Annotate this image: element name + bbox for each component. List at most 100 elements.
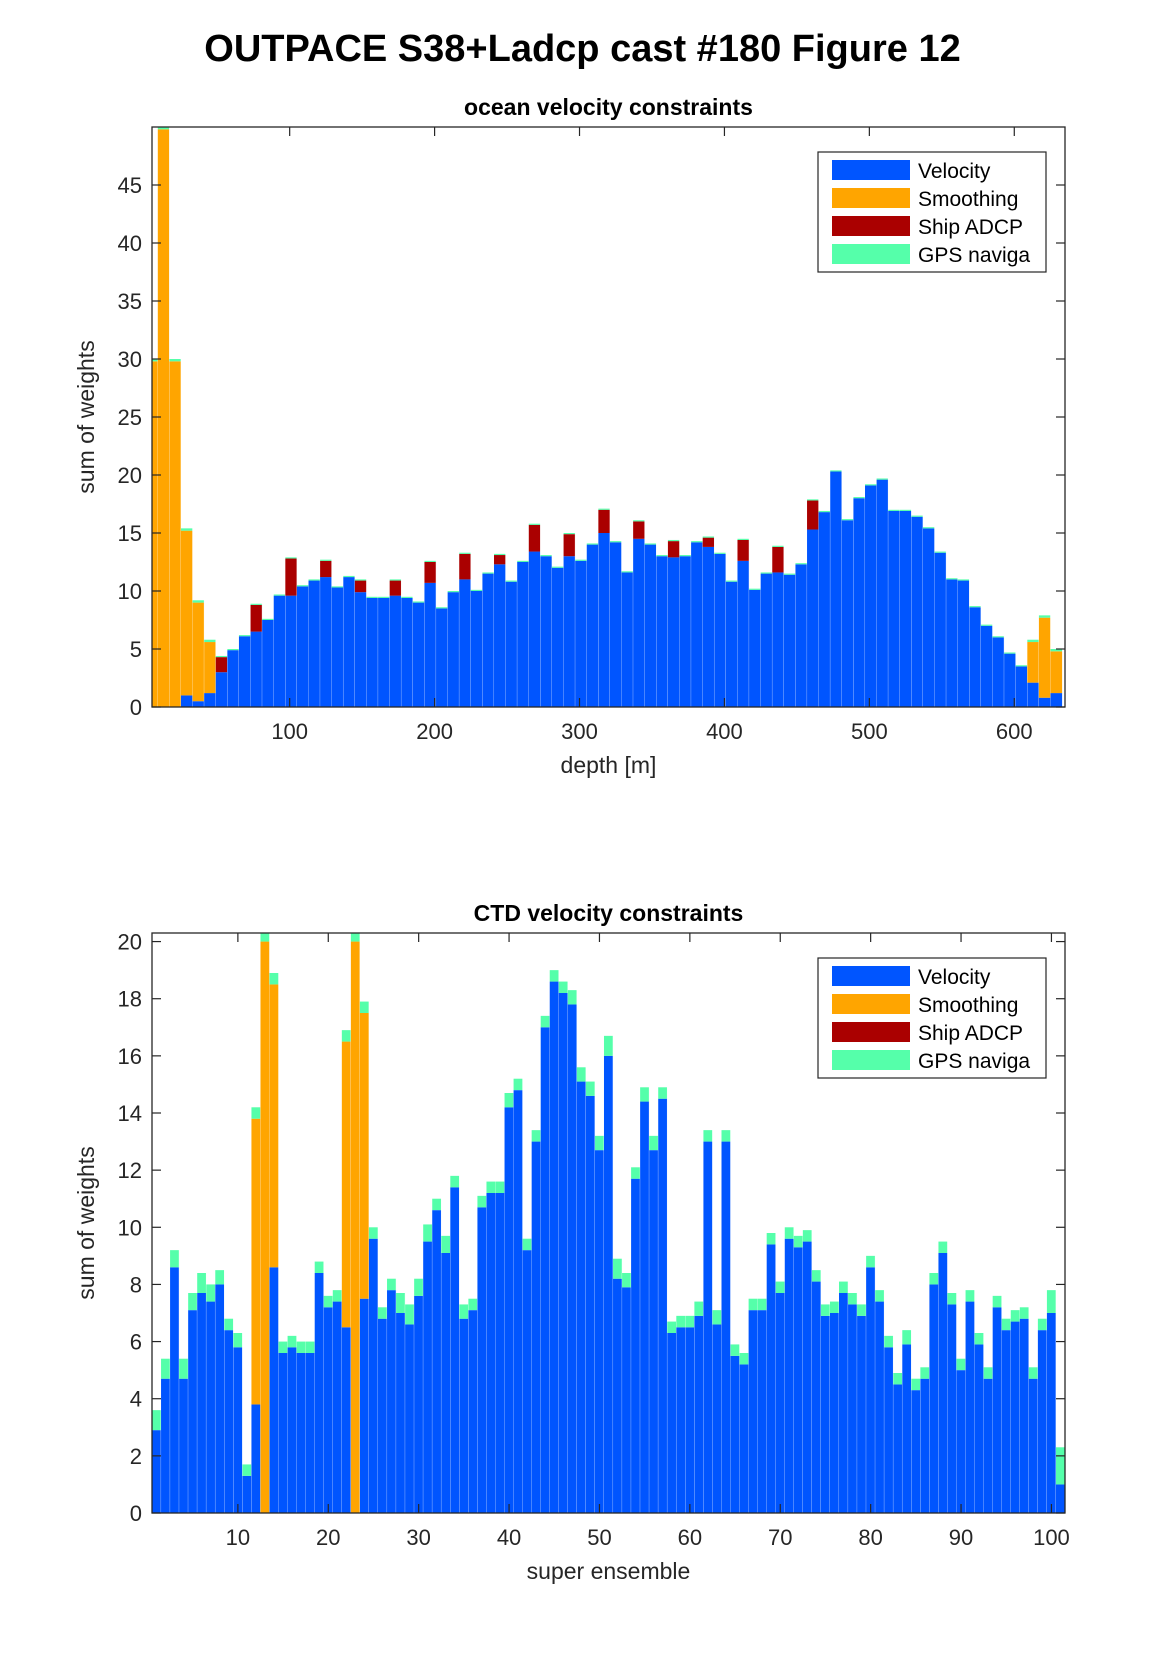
bars bbox=[152, 933, 1065, 1513]
bar-gps-naviga-437 bbox=[772, 545, 784, 547]
bar-gps-naviga-55 bbox=[640, 1087, 650, 1102]
bar-velocity-100 bbox=[1046, 1313, 1056, 1513]
bar-gps-naviga-581 bbox=[980, 624, 993, 626]
y-tick-label: 4 bbox=[130, 1387, 142, 1412]
bar-velocity-76 bbox=[829, 1313, 840, 1513]
bar-gps-naviga-82 bbox=[884, 1335, 894, 1348]
bar-velocity-34 bbox=[450, 1187, 460, 1513]
bar-velocity-51 bbox=[603, 1055, 614, 1513]
bar-gps-naviga-58 bbox=[667, 1321, 677, 1333]
bar-velocity-461 bbox=[807, 529, 819, 707]
chart-title: CTD velocity constraints bbox=[474, 900, 744, 926]
y-tick-label: 15 bbox=[118, 521, 142, 546]
bar-smoothing-629 bbox=[1050, 651, 1063, 694]
bar-gps-naviga-44 bbox=[540, 1015, 550, 1028]
bar-velocity-8 bbox=[215, 1284, 225, 1513]
bar-velocity-589 bbox=[992, 637, 1005, 707]
bar-velocity-533 bbox=[911, 516, 923, 707]
bar-gps-naviga-117 bbox=[308, 579, 321, 581]
bar-gps-naviga-77 bbox=[839, 1281, 849, 1293]
bar-gps-naviga-94 bbox=[992, 1295, 1002, 1308]
bar-gps-naviga-477 bbox=[830, 470, 842, 472]
bar-velocity-277 bbox=[540, 556, 552, 707]
bar-ship-adcp-341 bbox=[633, 521, 645, 539]
bar-velocity-74 bbox=[811, 1281, 821, 1513]
bar-velocity-84 bbox=[902, 1344, 912, 1513]
bar-gps-naviga-101 bbox=[285, 557, 297, 559]
bar-gps-naviga-157 bbox=[366, 596, 379, 598]
bar-gps-naviga-91 bbox=[965, 1290, 975, 1302]
bar-gps-naviga-1 bbox=[152, 1410, 162, 1431]
x-tick-label: 600 bbox=[996, 719, 1033, 744]
bar-gps-naviga-213 bbox=[447, 591, 460, 593]
bar-gps-naviga-565 bbox=[957, 579, 970, 581]
bar-velocity-621 bbox=[1038, 697, 1051, 707]
bar-gps-naviga-261 bbox=[517, 560, 529, 562]
bar-velocity-49 bbox=[585, 1095, 595, 1513]
bar-velocity-509 bbox=[876, 479, 889, 707]
bar-velocity-125 bbox=[320, 577, 332, 707]
bar-gps-naviga-40 bbox=[504, 1093, 514, 1108]
bar-velocity-389 bbox=[702, 546, 715, 707]
bar-gps-naviga-189 bbox=[412, 601, 425, 603]
bar-gps-naviga-85 bbox=[911, 1378, 921, 1391]
ctd-velocity-chart-svg: CTD velocity constraints 0 2 4 6 8 10 12 14 16 18 2… bbox=[73, 893, 1070, 1584]
bar-smoothing-29 bbox=[180, 530, 193, 696]
bar-velocity-62 bbox=[703, 1141, 713, 1513]
bar-velocity-94 bbox=[992, 1307, 1002, 1513]
bar-gps-naviga-3 bbox=[170, 1250, 180, 1268]
bar-gps-naviga-29 bbox=[405, 1304, 415, 1325]
bar-velocity-30 bbox=[414, 1295, 424, 1513]
bar-velocity-87 bbox=[929, 1284, 939, 1513]
bar-gps-naviga-221 bbox=[459, 552, 471, 554]
bar-smoothing-14 bbox=[269, 984, 279, 1268]
legend-swatch-ship-adcp bbox=[832, 216, 910, 236]
bar-gps-naviga-309 bbox=[586, 543, 599, 545]
bar-gps-naviga-357 bbox=[656, 555, 668, 557]
bar-velocity-78 bbox=[848, 1304, 858, 1513]
clip-mask bbox=[151, 893, 1066, 932]
bar-gps-naviga-605 bbox=[1015, 665, 1028, 667]
bar-velocity-18 bbox=[305, 1353, 315, 1513]
bar-gps-naviga-41 bbox=[513, 1078, 523, 1091]
bar-velocity-54 bbox=[631, 1178, 641, 1513]
bar-velocity-69 bbox=[766, 1244, 776, 1513]
bar-velocity-29 bbox=[405, 1324, 415, 1513]
bar-smoothing-613 bbox=[1027, 642, 1039, 683]
bar-velocity-88 bbox=[938, 1253, 948, 1513]
y-tick-label: 8 bbox=[130, 1272, 142, 1297]
bar-gps-naviga-48 bbox=[576, 1067, 586, 1082]
bar-velocity-6 bbox=[197, 1293, 207, 1513]
bar-gps-naviga-19 bbox=[314, 1261, 324, 1273]
bar-ship-adcp-173 bbox=[389, 580, 402, 596]
bar-gps-naviga-69 bbox=[238, 635, 251, 637]
x-tick-label: 400 bbox=[706, 719, 743, 744]
bar-gps-naviga-20 bbox=[323, 1295, 333, 1308]
bar-velocity-44 bbox=[540, 1027, 550, 1513]
bar-gps-naviga-18 bbox=[305, 1341, 315, 1353]
y-tick-label: 12 bbox=[118, 1158, 142, 1183]
bar-gps-naviga-109 bbox=[296, 585, 309, 587]
bar-velocity-77 bbox=[250, 631, 263, 707]
ocean-velocity-chart: ocean velocity constraints 0 5 10 15 20 25 30 35… bbox=[0, 82, 1165, 802]
bar-gps-naviga-56 bbox=[649, 1135, 659, 1151]
bar-velocity-60 bbox=[685, 1327, 695, 1513]
bar-gps-naviga-485 bbox=[841, 519, 854, 521]
bar-gps-naviga-88 bbox=[938, 1241, 948, 1253]
bar-gps-naviga-277 bbox=[540, 555, 552, 557]
bar-velocity-413 bbox=[737, 560, 750, 707]
bar-velocity-11 bbox=[242, 1475, 252, 1513]
bar-velocity-24 bbox=[359, 1298, 369, 1513]
legend-label-ship-adcp: Ship ADCP bbox=[918, 1022, 1023, 1045]
bar-velocity-79 bbox=[857, 1315, 867, 1513]
bar-gps-naviga-76 bbox=[829, 1301, 840, 1313]
ctd-velocity-chart: CTD velocity constraints 0 2 4 6 8 10 12 14 16 18 2… bbox=[0, 888, 1165, 1608]
bar-velocity-81 bbox=[875, 1301, 885, 1513]
ocean-velocity-chart-svg: ocean velocity constraints 0 5 10 15 20 25 30 35… bbox=[73, 87, 1066, 778]
bar-gps-naviga-53 bbox=[622, 1273, 632, 1288]
x-tick-label: 30 bbox=[406, 1525, 430, 1550]
bar-gps-naviga-67 bbox=[748, 1298, 758, 1311]
bar-ship-adcp-125 bbox=[320, 560, 332, 578]
bar-gps-naviga-85 bbox=[262, 618, 274, 620]
bar-velocity-445 bbox=[783, 574, 796, 707]
